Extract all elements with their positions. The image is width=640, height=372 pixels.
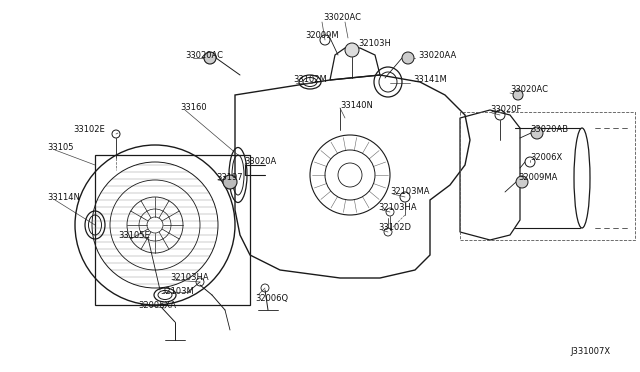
Text: 32009MA: 32009MA [518, 173, 557, 183]
Text: 32103MA: 32103MA [390, 187, 429, 196]
Text: 32009M: 32009M [305, 32, 339, 41]
Text: 33102E: 33102E [73, 125, 105, 135]
Circle shape [345, 43, 359, 57]
Text: 33114N: 33114N [47, 193, 80, 202]
Circle shape [516, 176, 528, 188]
Text: 32006XA: 32006XA [138, 301, 176, 310]
Circle shape [402, 52, 414, 64]
Text: 33102D: 33102D [378, 224, 411, 232]
Text: 33020AA: 33020AA [418, 51, 456, 60]
Text: 33105: 33105 [47, 144, 74, 153]
Circle shape [223, 175, 237, 189]
Text: 32006X: 32006X [530, 154, 563, 163]
Text: 33102M: 33102M [293, 76, 327, 84]
Text: 32103HA: 32103HA [378, 203, 417, 212]
Text: 33020F: 33020F [490, 106, 522, 115]
Circle shape [204, 52, 216, 64]
Text: J331007X: J331007X [570, 347, 610, 356]
Text: 32103HA: 32103HA [170, 273, 209, 282]
Circle shape [513, 90, 523, 100]
Text: 32103M: 32103M [160, 288, 194, 296]
Text: 33140N: 33140N [340, 100, 373, 109]
Text: 33020AC: 33020AC [510, 86, 548, 94]
Text: 33197: 33197 [216, 173, 243, 183]
Text: 33020AC: 33020AC [185, 51, 223, 60]
Text: 33020A: 33020A [244, 157, 276, 167]
Text: 33105E: 33105E [118, 231, 150, 240]
Text: 33020AC: 33020AC [323, 13, 361, 22]
Text: 32006Q: 32006Q [255, 294, 288, 302]
Text: 33160: 33160 [180, 103, 207, 112]
Circle shape [531, 127, 543, 139]
Text: 33020AB: 33020AB [530, 125, 568, 135]
Text: 32103H: 32103H [358, 38, 391, 48]
Text: 33141M: 33141M [413, 76, 447, 84]
